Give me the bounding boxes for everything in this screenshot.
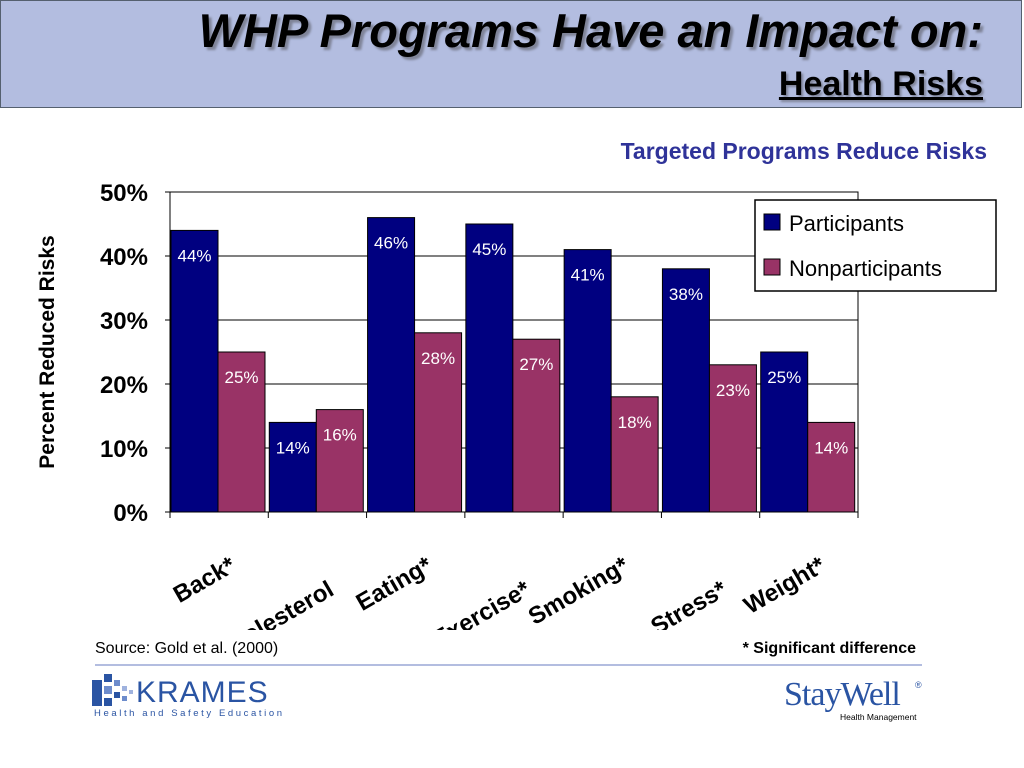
bar-nonparticipants-1 [315,409,364,513]
krames-logo: KRAMES Health and Safety Education [90,672,290,722]
data-label: 27% [519,355,553,374]
data-label: 14% [276,438,310,457]
krames-tagline: Health and Safety Education [94,708,285,719]
title-banner: WHP Programs Have an Impact on: Health R… [0,0,1022,108]
bar-nonparticipants-0 [217,351,266,513]
data-label: 44% [177,246,211,265]
data-label: 41% [571,266,605,285]
y-tick-label: 30% [100,308,148,335]
bar-participants-4 [563,249,612,513]
bar-nonparticipants-4 [610,396,659,513]
bar-nonparticipants-5 [708,364,757,513]
x-tick-label: Stress* [646,575,732,630]
data-label: 25% [224,368,258,387]
bar-participants-2 [367,217,416,513]
bar-participants-1 [268,421,317,513]
legend-swatch-nonparticipants [763,258,781,276]
bar-nonparticipants-3 [512,338,561,513]
x-tick-label: Exercise* [428,575,536,630]
staywell-registered-mark: ® [915,680,922,690]
krames-wordmark: KRAMES [136,676,269,709]
bar-nonparticipants-6 [807,421,856,513]
slide-subtitle: Health Risks [778,65,983,103]
krames-mark-icon [92,674,133,706]
staywell-wordmark: StayWell [784,676,901,713]
y-axis-title: Percent Reduced Risks [36,235,59,468]
legend-label-participants: Participants [789,211,904,236]
data-label: 18% [618,413,652,432]
y-tick-label: 20% [100,372,148,399]
chart-heading: Targeted Programs Reduce Risks [620,138,987,164]
staywell-tagline: Health Management [840,712,917,722]
bar-nonparticipants-2 [414,332,463,513]
slide-title: WHP Programs Have an Impact on: [198,4,983,57]
data-label: 28% [421,349,455,368]
data-label: 25% [767,368,801,387]
bar-participants-5 [661,268,710,513]
data-label: 23% [716,381,750,400]
x-tick-label: Cholesterol [211,576,339,630]
bar-participants-6 [760,351,809,513]
footer-divider [95,664,922,666]
data-label: 14% [814,438,848,457]
data-label: 45% [472,240,506,259]
legend-swatch-participants [763,213,781,231]
y-tick-label: 50% [100,180,148,207]
significance-note: * Significant difference [742,640,916,657]
legend-label-nonparticipants: Nonparticipants [789,256,942,281]
staywell-logo: StayWell ® Health Management [780,676,930,726]
x-tick-label: Eating* [352,551,438,616]
bar-chart: 0% 10% 20% 30% 40% 50% Percent Reduced Risks 44… [36,180,997,630]
y-tick-label: 40% [100,244,148,271]
data-label: 16% [323,426,357,445]
y-tick-label: 10% [100,436,148,463]
bar-participants-0 [170,229,219,513]
x-tick-label: Back* [169,551,241,608]
data-label: 38% [669,285,703,304]
y-tick-label: 0% [113,500,148,527]
source-citation: Source: Gold et al. (2000) [95,640,279,657]
legend-box [754,199,997,292]
x-tick-label: Weight* [739,551,830,619]
x-tick-label: Smoking* [524,551,634,630]
data-label: 46% [374,234,408,253]
bar-participants-3 [465,223,514,513]
